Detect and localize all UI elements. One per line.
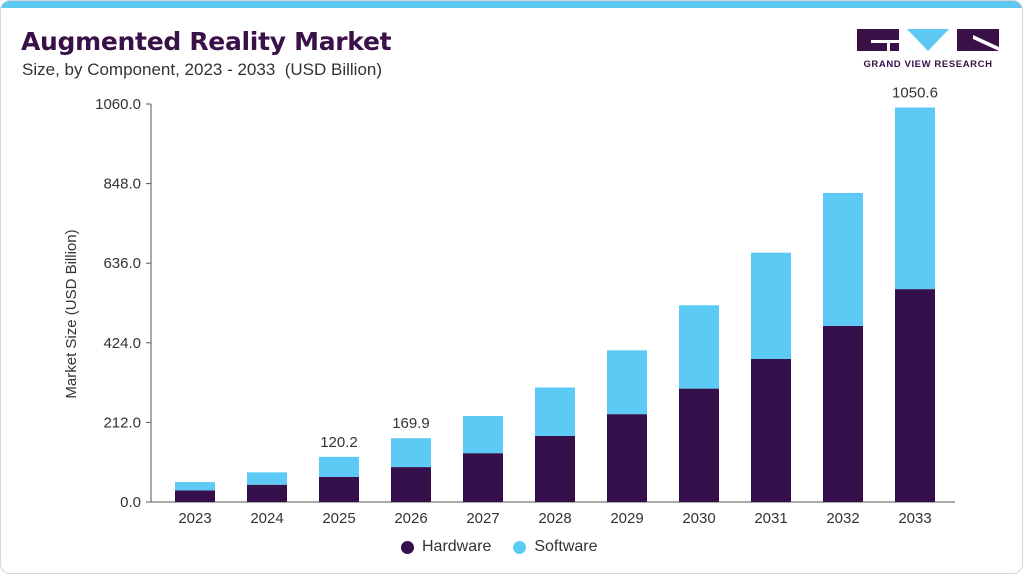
bar-software-2032 (823, 192, 863, 326)
y-axis: 0.0 212.0 424.0 636.0 848.0 1060.0 (95, 96, 152, 511)
legend-item-software: Software (513, 538, 598, 556)
x-tick-label: 2033 (898, 510, 931, 527)
bar-hardware-2028 (535, 435, 575, 502)
bar-hardware-2029 (607, 414, 647, 502)
x-tick-label: 2029 (610, 510, 643, 527)
legend-label-hardware: Hardware (422, 538, 492, 555)
y-tick-label: 848.0 (103, 176, 141, 193)
bar-software-2028 (535, 387, 575, 436)
logo-text: GRAND VIEW RESEARCH (863, 59, 993, 70)
x-tick-label: 2028 (538, 510, 571, 527)
y-axis-title: Market Size (USD Billion) (63, 229, 80, 398)
y-tick-label: 424.0 (103, 335, 141, 352)
chart-subtitle: Size, by Component, 2023 - 2033 (USD Bil… (22, 60, 383, 79)
bar-software-2024 (247, 472, 287, 485)
accent-bar (1, 1, 1022, 8)
x-tick-label: 2032 (826, 510, 859, 527)
legend-item-hardware: Hardware (401, 538, 491, 556)
bar-hardware-2025 (319, 476, 359, 502)
legend-swatch-hardware (401, 540, 414, 554)
bar-hardware-2030 (679, 388, 719, 502)
y-tick-label: 212.0 (103, 414, 141, 431)
bar-hardware-2031 (751, 358, 791, 502)
bar-hardware-2024 (247, 484, 287, 502)
total-label-2033: 1050.6 (892, 85, 938, 102)
total-label-2026: 169.9 (392, 415, 430, 432)
x-tick-label: 2026 (394, 510, 427, 527)
bar-hardware-2023 (175, 490, 215, 502)
bar-software-2026 (391, 438, 431, 468)
chart-title: Augmented Reality Market (21, 27, 392, 56)
y-tick-label: 0.0 (120, 494, 141, 511)
bar-hardware-2027 (463, 453, 503, 502)
x-axis: 2023 2024 2025 2026 2027 2028 2029 2030 2031 2032… (151, 501, 955, 527)
legend-swatch-software (513, 540, 527, 554)
y-tick-label: 1060.0 (95, 96, 141, 113)
y-tick-label: 636.0 (103, 255, 141, 272)
bar-software-2033 (895, 107, 935, 290)
x-tick-label: 2025 (322, 510, 355, 527)
bar-hardware-2033 (895, 289, 935, 502)
bar-software-2025 (319, 456, 359, 477)
bar-hardware-2032 (823, 325, 863, 502)
x-tick-label: 2023 (178, 510, 211, 527)
x-tick-label: 2031 (754, 510, 787, 527)
total-label-2025: 120.2 (320, 434, 358, 451)
bar-software-2030 (679, 305, 719, 389)
bar-software-2031 (751, 252, 791, 359)
bar-hardware-2026 (391, 467, 431, 502)
legend: Hardware Software (401, 538, 598, 556)
legend-label-software: Software (534, 538, 598, 555)
x-tick-label: 2027 (466, 510, 499, 527)
bars (175, 107, 935, 502)
x-tick-label: 2024 (250, 510, 283, 527)
grand-view-research-logo-icon (857, 29, 999, 51)
data-labels: 120.2 169.9 1050.6 (320, 85, 938, 451)
x-tick-label: 2030 (682, 510, 715, 527)
bar-software-2027 (463, 416, 503, 454)
bar-software-2029 (607, 350, 647, 415)
bar-software-2023 (175, 482, 215, 491)
